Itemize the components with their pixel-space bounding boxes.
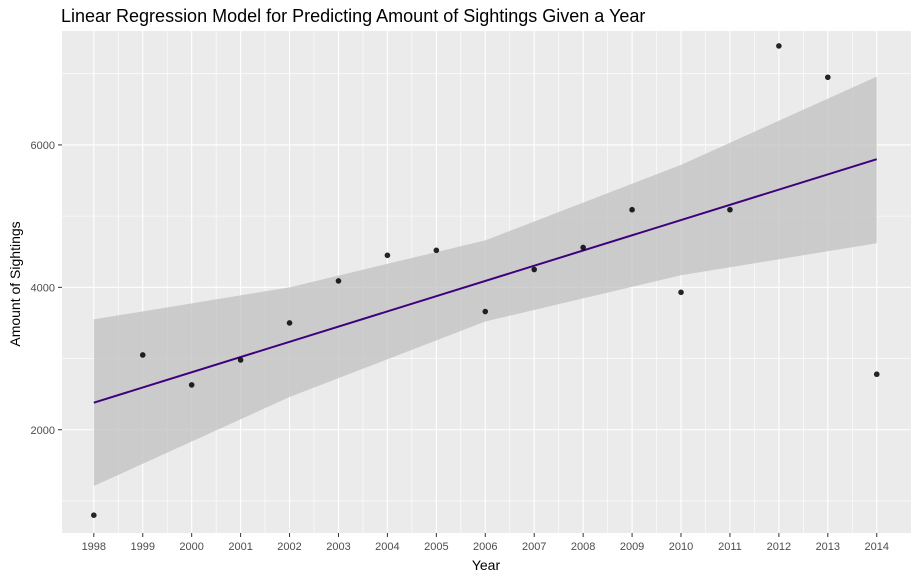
x-tick-label: 2005: [424, 541, 448, 553]
x-tick-label: 2007: [522, 541, 546, 553]
x-tick-label: 2001: [228, 541, 252, 553]
x-tick-label: 2003: [326, 541, 350, 553]
y-tick-label: 6000: [31, 140, 55, 152]
y-tick-label: 2000: [31, 425, 55, 437]
data-point: [335, 278, 342, 284]
data-point: [776, 43, 782, 49]
data-point: [580, 244, 586, 251]
data-point: [873, 371, 880, 378]
data-point: [188, 382, 195, 388]
data-point: [825, 74, 831, 81]
x-tick-label: 2008: [571, 541, 595, 553]
y-axis-title: Amount of Sightings: [7, 221, 23, 346]
x-tick-label: 2009: [620, 541, 644, 553]
data-point: [237, 357, 244, 363]
y-tick-label: 4000: [31, 282, 55, 294]
x-tick-label: 1998: [82, 541, 106, 553]
x-tick-label: 2010: [669, 541, 693, 553]
x-axis-ticks: 1998 1999 2000 2001 2002 2003 2004 2005 2006 2007…: [82, 533, 889, 553]
data-point: [678, 289, 684, 296]
x-tick-label: 2012: [767, 541, 791, 553]
data-point: [384, 252, 391, 259]
x-tick-label: 2000: [179, 541, 203, 553]
data-point: [286, 320, 293, 326]
y-axis-ticks: 2000 4000 6000: [31, 140, 62, 437]
x-tick-label: 1999: [130, 541, 154, 553]
data-point: [531, 266, 538, 273]
data-points: [91, 43, 880, 518]
x-tick-label: 2013: [816, 541, 840, 553]
x-tick-label: 2002: [277, 541, 301, 553]
x-tick-label: 2011: [718, 541, 742, 553]
data-point: [433, 247, 440, 254]
x-tick-label: 2006: [473, 541, 497, 553]
x-tick-label: 2014: [865, 541, 889, 553]
regression-line: [93, 158, 878, 404]
x-tick-label: 2004: [375, 541, 399, 553]
data-point: [727, 206, 733, 213]
x-axis-title: Year: [472, 557, 501, 573]
data-point: [482, 308, 489, 315]
data-point: [629, 206, 635, 213]
chart-title: Linear Regression Model for Predicting A…: [61, 6, 645, 26]
data-point: [91, 512, 97, 518]
data-point: [139, 352, 146, 358]
